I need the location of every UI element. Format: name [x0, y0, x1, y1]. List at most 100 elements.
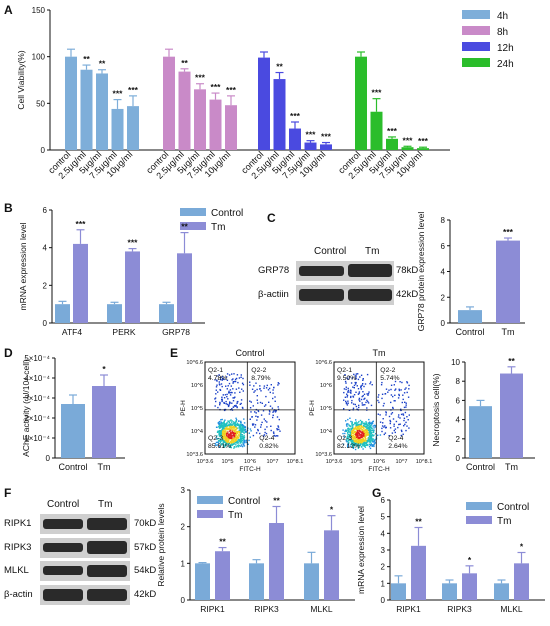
chart-b-tm-bar: [73, 243, 88, 323]
flow-tm-ytick-label: 10^5: [320, 406, 332, 412]
chart-f-y-axis-title: Relative protein levels: [156, 503, 166, 586]
chart-a-4h-bar: [127, 106, 139, 150]
chart-g-control-bar: [494, 583, 509, 600]
chart-a-8h-bar: [225, 105, 237, 150]
flow-plot-tm: Tm Q2-1 9.50% Q2-2 5.74% Q2-3 82.12% Q2-4 2.64% 1…: [309, 348, 432, 473]
chart-g-y-axis-title: mRNA expression level: [356, 506, 366, 594]
flow-tm-quadrant-q2-2: Q2-2 5.74%: [380, 367, 399, 382]
wb-c-row-grp78-kd: 78kD: [396, 265, 418, 276]
chart-e-ytick-label: 10: [451, 358, 460, 367]
panel-letter-d: D: [4, 346, 13, 360]
chart-a-12h-bar: [273, 79, 286, 150]
chart-f-category-label: MLKL: [310, 604, 332, 614]
chart-g-ytick-label: 4: [381, 529, 386, 538]
chart-a-4h-bar: [80, 69, 93, 150]
chart-c-control-bar: [458, 310, 482, 323]
wb-c-row-grp78-label: GRP78: [258, 265, 289, 276]
flow-tm-xtick-label: 10^7: [396, 459, 408, 465]
chart-g-tm-significance: **: [415, 517, 422, 527]
chart-b-ytick-label: 2: [43, 281, 48, 290]
wb-f-actin-band-tm: [87, 589, 127, 601]
chart-g-tm-bar: [462, 573, 477, 600]
chart-a-24h-significance: ***: [372, 88, 383, 98]
chart-a-4h-significance: ***: [128, 85, 139, 95]
chart-a-4h-bar: [111, 108, 124, 150]
chart-a-y-axis-title: Cell Viability(%): [16, 50, 26, 110]
flow-control-xtick-label: 10^6: [244, 459, 256, 465]
legend-a-label-24h: 24h: [497, 59, 514, 70]
flow-control-xtick-label: 10^7: [267, 459, 279, 465]
legend-g-label-tm: Tm: [497, 516, 511, 527]
flow-tm-ytick-label: 10^6: [320, 383, 332, 389]
chart-f-tm-significance: **: [219, 537, 226, 547]
wb-f-ripk3-band-control: [43, 543, 83, 552]
chart-a-8h-bar: [163, 56, 175, 150]
wb-f-row-ripk3-label: RIPK3: [4, 542, 31, 553]
wb-f-ripk1-band-tm: [87, 518, 127, 530]
chart-a-4h-significance: ***: [113, 89, 124, 99]
flow-control-xtick-label: 10^8.1: [287, 459, 304, 465]
chart-e-ytick-label: 6: [456, 396, 461, 405]
flow-tm-title: Tm: [373, 348, 386, 358]
wb-f-row-ripk3-kd: 57kD: [134, 542, 156, 553]
wb-c-row-actin-kd: 42kD: [396, 289, 418, 300]
chart-a-ytick-label: 0: [41, 146, 46, 155]
chart-d-tm-bar: [92, 386, 116, 458]
wb-f-mlkl-band-control: [43, 566, 83, 575]
chart-c-category-label: Tm: [502, 327, 515, 337]
western-blot-f: Control Tm RIPK1 70kD RIPK3 57kD MLKL 54…: [4, 499, 156, 605]
chart-b-ytick-label: 4: [43, 244, 48, 253]
chart-f-tm-bar: [215, 551, 230, 600]
chart-a-ytick-label: 50: [36, 99, 45, 108]
flow-control-events: [214, 373, 281, 449]
chart-f-category-label: RIPK1: [200, 604, 225, 614]
flow-control-y-axis-title: PE-H: [180, 400, 187, 416]
legend-a-swatch-4h: [462, 10, 490, 19]
chart-a-12h-significance: ***: [290, 111, 301, 121]
chart-a-8h-significance: **: [181, 58, 188, 68]
flow-tm-xtick-label: 10^8.1: [416, 459, 433, 465]
flow-control-ytick-label: 10^4: [191, 429, 203, 435]
flow-tm-quadrant-q2-1: Q2-1 9.50%: [337, 367, 356, 382]
chart-g-ytick-label: 3: [381, 546, 386, 555]
wb-c-header-tm: Tm: [365, 246, 379, 257]
chart-b-category-label: ATF4: [62, 327, 82, 337]
wb-f-row-actin-kd: 42kD: [134, 589, 156, 600]
legend-b: Control Tm: [180, 208, 243, 233]
chart-b-category-label: GRP78: [162, 327, 190, 337]
flow-tm-xtick-label: 10^3.6: [326, 459, 343, 465]
chart-g-tm-significance: *: [468, 555, 472, 565]
chart-a-4h-bar: [65, 56, 77, 150]
chart-d-tm-significance: *: [102, 364, 106, 374]
flow-control-x-axis-title: FITC-H: [239, 466, 261, 473]
chart-a-24h-bar: [417, 148, 429, 150]
chart-g-category-label: RIPK3: [447, 604, 472, 614]
chart-f-control-bar: [195, 563, 210, 600]
flow-tm-y-axis-title: PE-H: [309, 400, 316, 416]
chart-a-24h-significance: ***: [418, 136, 429, 146]
chart-b-mrna-er-stress: 0 2 4 6 mRNA expression level *** ATF4 *** PERK *…: [18, 206, 205, 337]
legend-a-label-12h: 12h: [497, 43, 514, 54]
chart-g-ytick-label: 0: [381, 596, 386, 605]
chart-b-tm-significance: ***: [128, 238, 139, 248]
legend-a-swatch-24h: [462, 58, 490, 67]
chart-b-control-bar: [55, 304, 70, 323]
chart-f-ytick-label: 2: [181, 523, 186, 532]
legend-b-label-tm: Tm: [211, 222, 225, 233]
chart-a-4h-significance: **: [83, 54, 90, 64]
wb-f-actin-band-control: [43, 589, 83, 601]
flow-control-ytick-label: 10^6.6: [186, 360, 203, 366]
chart-e-ytick-label: 0: [456, 454, 461, 463]
chart-e-ytick-label: 2: [456, 435, 461, 444]
wb-f-row-ripk1-kd: 70kD: [134, 518, 156, 529]
chart-d-ytick-label: 2×10⁻⁴: [24, 414, 50, 423]
chart-f-ytick-label: 3: [181, 486, 186, 495]
chart-f-tm-significance: **: [273, 496, 280, 506]
legend-f-swatch-tm: [197, 510, 223, 518]
chart-a-8h-significance: ***: [211, 82, 222, 92]
wb-c-grp78-band-control: [299, 266, 344, 276]
wb-f-ripk1-band-control: [43, 519, 83, 529]
flow-control-quadrant-q2-2: Q2-2 8.79%: [251, 367, 270, 382]
wb-c-actin-band-tm: [348, 289, 392, 301]
